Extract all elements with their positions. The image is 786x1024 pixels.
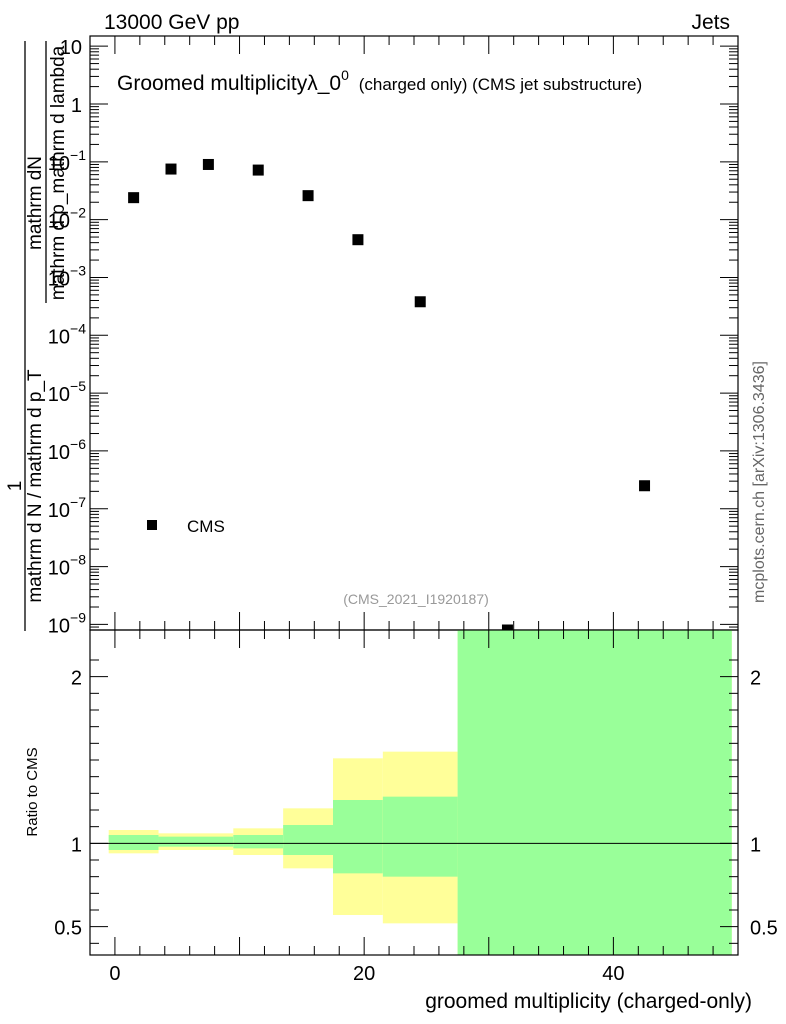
cms-data-points bbox=[128, 158, 651, 636]
ratio-inner-band bbox=[283, 825, 333, 855]
ratio-inner-band bbox=[233, 835, 284, 849]
process-label: Jets bbox=[691, 11, 730, 34]
main-y-tick-label: 10−9 bbox=[48, 609, 86, 637]
main-title: Groomed multiplicityλ_00 (charged only) … bbox=[117, 62, 642, 95]
ratio-inner-band bbox=[382, 796, 458, 877]
ylabel-denominator: mathrm d p_mathrm d lambda bbox=[48, 45, 69, 300]
main-y-tick-label: 10−3 bbox=[48, 262, 86, 290]
ratio-y-tick-label: 2 bbox=[71, 668, 82, 690]
legend: CMS bbox=[147, 517, 225, 536]
ylabel-prefix-numerator: 1 bbox=[5, 481, 26, 492]
x-axis: 0 20 40 bbox=[109, 630, 739, 985]
cms-data-point bbox=[352, 234, 364, 246]
ratio-inner-band bbox=[457, 630, 732, 955]
ratio-panel: 0.5 0.5 1 1 2 2 0 20 40 Ratio to CMS groomed mu… bbox=[24, 629, 778, 1013]
main-y-tick-label: 10 bbox=[60, 37, 82, 59]
main-y-axis-label: 1 mathrm d N / mathrm d p_T mathrm dN ma… bbox=[5, 41, 69, 631]
x-axis-label: groomed multiplicity (charged-only) bbox=[425, 990, 752, 1013]
main-panel: 10110−110−210−310−410−510−610−710−810−9 … bbox=[5, 35, 739, 637]
mcplots-reference: mcplots.cern.ch [arXiv:1306.3436] bbox=[751, 361, 768, 603]
cms-data-point bbox=[639, 480, 651, 492]
ratio-y-tick-label-right: 1 bbox=[750, 834, 761, 856]
cms-data-point bbox=[128, 192, 140, 204]
ratio-y-tick-label: 1 bbox=[71, 834, 82, 856]
x-tick-label: 20 bbox=[353, 963, 375, 985]
main-y-axis: 10 1 10−1 10−2 10−3 10−4 10−5 10−6 10−7 10−8 10−9 bbox=[48, 37, 738, 637]
x-tick-label: 0 bbox=[109, 963, 120, 985]
legend-marker-cms bbox=[147, 520, 157, 530]
cms-data-point bbox=[252, 164, 264, 176]
cms-data-point bbox=[165, 163, 177, 175]
main-y-tick-label: 10−8 bbox=[48, 552, 86, 580]
ratio-inner-band bbox=[333, 800, 383, 874]
analysis-id: (CMS_2021_I1920187) bbox=[343, 591, 489, 607]
ratio-y-tick-label: 0.5 bbox=[54, 918, 82, 940]
ratio-y-axis: 0.5 0.5 1 1 2 2 bbox=[54, 659, 778, 944]
energy-label: 13000 GeV pp bbox=[104, 11, 239, 34]
main-y-tick-label: 1 bbox=[71, 95, 82, 117]
main-panel-frame bbox=[89, 35, 739, 631]
cms-data-point bbox=[414, 296, 426, 308]
ylabel-prefix-denominator: mathrm d N / mathrm d p_T bbox=[25, 369, 46, 603]
ratio-y-tick-label-right: 0.5 bbox=[750, 918, 778, 940]
ratio-y-axis-label: Ratio to CMS bbox=[24, 747, 41, 836]
ratio-y-tick-label-right: 2 bbox=[750, 668, 761, 690]
ratio-inner-band bbox=[158, 836, 234, 847]
main-y-tick-label: 10−5 bbox=[48, 378, 86, 406]
main-y-tick-label: 10−2 bbox=[48, 205, 86, 233]
main-y-tick-label: 10−6 bbox=[48, 436, 86, 464]
legend-label-cms: CMS bbox=[187, 517, 225, 536]
main-y-tick-label: 10−4 bbox=[48, 320, 86, 348]
x-tick-label: 40 bbox=[602, 963, 624, 985]
ratio-inner-band bbox=[108, 835, 159, 850]
cms-data-point bbox=[302, 190, 314, 202]
main-y-tick-label: 10−1 bbox=[48, 147, 86, 175]
ratio-uncertainty-bands bbox=[108, 630, 732, 955]
ylabel-numerator: mathrm dN bbox=[25, 156, 46, 250]
main-y-tick-label: 10−7 bbox=[48, 494, 86, 522]
cms-data-point bbox=[202, 158, 214, 170]
